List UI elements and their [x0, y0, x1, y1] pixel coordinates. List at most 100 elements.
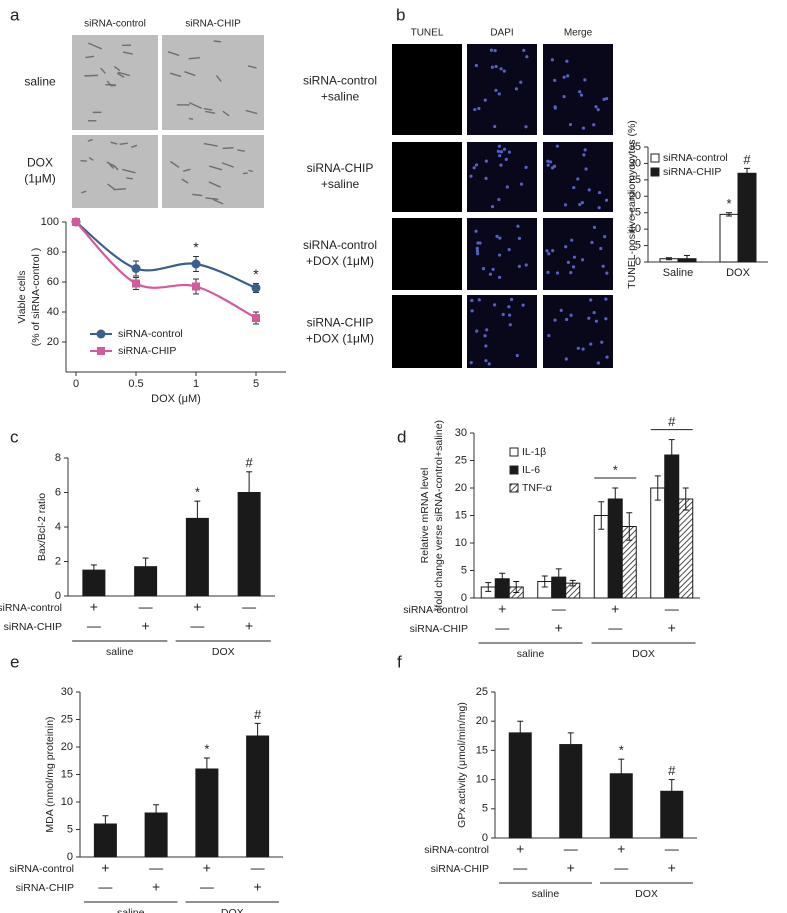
- cell-nucleus: [581, 347, 585, 351]
- cell-nucleus: [469, 360, 473, 365]
- cell-nucleus: [516, 224, 520, 228]
- condition-sign: +: [516, 841, 524, 857]
- cell-nucleus: [497, 92, 501, 96]
- bar: [650, 487, 666, 599]
- image-row-label: DOX: [27, 156, 53, 170]
- legend-label: siRNA-CHIP: [118, 345, 176, 357]
- cell-nucleus: [473, 107, 477, 112]
- cell-outline: [122, 51, 133, 55]
- cell-outline: [183, 168, 191, 172]
- cell-outline: [208, 165, 223, 171]
- y-tick-label: 20: [61, 741, 73, 753]
- cell-outline: [184, 71, 196, 77]
- condition-sign: —: [495, 620, 509, 636]
- y-tick-label: 30: [629, 157, 641, 169]
- cell-nucleus: [570, 238, 574, 242]
- panel-letter: e: [10, 652, 19, 671]
- micrograph: [543, 142, 613, 212]
- cell-nucleus: [551, 249, 555, 253]
- y-tick-label: 25: [629, 174, 641, 186]
- legend-swatch: [509, 447, 519, 457]
- x-tick-label: DOX: [726, 267, 751, 279]
- cell-nucleus: [594, 319, 599, 323]
- bar: [508, 732, 532, 839]
- y-tick-label: 100: [41, 216, 59, 228]
- cell-outline: [221, 162, 234, 168]
- cell-nucleus: [481, 266, 486, 271]
- cell-nucleus: [508, 313, 512, 317]
- cell-outline: [205, 197, 219, 201]
- cell-outline: [222, 110, 230, 117]
- cell-outline: [213, 40, 222, 43]
- cell-nucleus: [564, 245, 568, 249]
- cell-nucleus: [550, 58, 554, 62]
- y-tick-label: 0: [67, 851, 73, 863]
- significance-mark: *: [613, 462, 618, 477]
- cell-nucleus: [604, 317, 608, 321]
- cell-nucleus: [597, 206, 601, 210]
- image-row-label: +DOX (1μM): [306, 254, 374, 268]
- cell-nucleus: [576, 177, 580, 181]
- cell-nucleus: [475, 246, 479, 251]
- cell-nucleus: [490, 204, 495, 209]
- y-tick-label: 10: [629, 223, 641, 235]
- cell-nucleus: [564, 317, 569, 322]
- x-tick-label: 5: [253, 378, 259, 390]
- y-tick-label: 25: [61, 713, 73, 725]
- cell-nucleus: [491, 267, 495, 271]
- y-tick-label: 80: [47, 246, 59, 258]
- cell-nucleus: [563, 203, 568, 207]
- cell-nucleus: [497, 144, 502, 148]
- cell-nucleus: [475, 249, 480, 253]
- micrograph: [543, 295, 613, 368]
- micrograph: [162, 35, 264, 130]
- y-axis-label: Bax/Bcl-2 ratio: [36, 493, 48, 561]
- group-label: DOX: [632, 648, 655, 660]
- cell-nucleus: [555, 271, 560, 275]
- significance-mark: *: [204, 741, 209, 756]
- legend-label: siRNA-control: [118, 328, 183, 340]
- cell-nucleus: [565, 59, 569, 63]
- image-row-label: (1μM): [24, 172, 56, 186]
- condition-sign: +: [668, 620, 676, 636]
- y-tick-label: 20: [629, 190, 641, 202]
- significance-mark: #: [668, 414, 676, 429]
- group-label: DOX: [635, 888, 658, 900]
- condition-sign: —: [242, 599, 256, 615]
- group-label: saline: [106, 646, 134, 658]
- cell-nucleus: [580, 201, 584, 205]
- cell-nucleus: [604, 198, 609, 202]
- cell-outline: [242, 172, 248, 175]
- cell-nucleus: [587, 316, 591, 320]
- y-tick-label: 30: [61, 686, 73, 698]
- cell-nucleus: [589, 342, 593, 346]
- cell-nucleus: [476, 241, 480, 245]
- cell-nucleus: [569, 271, 573, 275]
- x-tick-label: 0: [73, 378, 79, 390]
- cell-outline: [88, 42, 103, 50]
- legend-label: siRNA-control: [663, 152, 728, 164]
- cell-outline: [248, 169, 254, 173]
- condition-label: siRNA-CHIP: [410, 623, 468, 635]
- cell-nucleus: [497, 275, 502, 280]
- x-tick-label: 1: [193, 378, 199, 390]
- y-tick-label: 4: [55, 521, 61, 533]
- cell-nucleus: [548, 160, 553, 164]
- y-tick-label: 40: [47, 306, 59, 318]
- y-tick-label: 60: [47, 276, 59, 288]
- cell-outline: [81, 190, 87, 194]
- cell-nucleus: [474, 63, 478, 68]
- y-axis-label: Relative mRNA level: [419, 468, 431, 564]
- condition-sign: +: [90, 599, 98, 615]
- x-axis-label: DOX (μM): [151, 393, 201, 405]
- cell-nucleus: [604, 297, 608, 301]
- cell-nucleus: [496, 149, 500, 153]
- cell-nucleus: [599, 246, 603, 251]
- legend-swatch: [509, 465, 519, 475]
- cell-outline: [245, 109, 258, 115]
- y-axis-label: GPx activity (μmol/min/mg): [456, 702, 468, 828]
- condition-sign: +: [498, 601, 506, 617]
- cell-outline: [107, 183, 116, 191]
- cell-nucleus: [553, 78, 557, 82]
- cell-nucleus: [507, 305, 511, 309]
